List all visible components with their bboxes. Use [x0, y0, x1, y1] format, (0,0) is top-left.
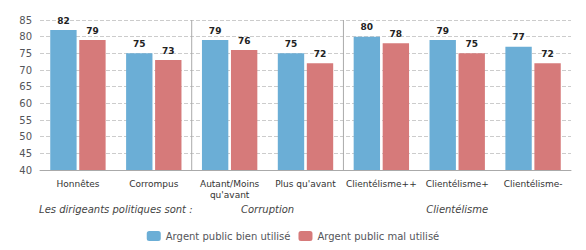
- svg-text:Plus qu'avant: Plus qu'avant: [275, 179, 336, 189]
- svg-text:73: 73: [162, 46, 175, 56]
- svg-text:80: 80: [361, 22, 374, 32]
- svg-text:75: 75: [285, 39, 298, 49]
- svg-text:60: 60: [19, 98, 32, 109]
- svg-text:50: 50: [19, 131, 32, 142]
- svg-text:65: 65: [19, 81, 32, 92]
- svg-text:Clientélisme++: Clientélisme++: [346, 179, 417, 189]
- svg-text:77: 77: [512, 32, 525, 42]
- svg-text:Argent public bien utilisé: Argent public bien utilisé: [166, 231, 291, 242]
- svg-text:Argent public mal utilisé: Argent public mal utilisé: [317, 231, 439, 242]
- svg-text:79: 79: [436, 26, 449, 36]
- svg-text:Clientélisme: Clientélisme: [426, 204, 488, 215]
- svg-text:72: 72: [541, 49, 554, 59]
- svg-text:45: 45: [19, 148, 32, 159]
- svg-text:qu'avant: qu'avant: [210, 190, 250, 200]
- svg-text:Corruption: Corruption: [241, 204, 294, 215]
- svg-text:75: 75: [133, 39, 146, 49]
- svg-text:72: 72: [314, 49, 327, 59]
- svg-text:78: 78: [390, 29, 403, 39]
- svg-text:Clientélisme-: Clientélisme-: [504, 179, 563, 189]
- svg-text:70: 70: [19, 65, 32, 76]
- svg-text:79: 79: [86, 26, 99, 36]
- svg-text:79: 79: [209, 26, 222, 36]
- svg-text:Corrompus: Corrompus: [129, 179, 179, 189]
- svg-text:Les dirigeants politiques sont: Les dirigeants politiques sont :: [39, 204, 193, 215]
- svg-text:40: 40: [19, 165, 32, 176]
- svg-text:76: 76: [238, 36, 251, 46]
- svg-text:Honnêtes: Honnêtes: [56, 179, 99, 189]
- svg-text:85: 85: [19, 15, 32, 26]
- svg-text:Clientélisme+: Clientélisme+: [426, 179, 489, 189]
- svg-text:75: 75: [465, 39, 478, 49]
- svg-text:80: 80: [19, 31, 32, 42]
- svg-text:55: 55: [19, 115, 32, 126]
- svg-text:Autant/Moins: Autant/Moins: [200, 179, 260, 189]
- svg-text:75: 75: [19, 48, 32, 59]
- svg-text:82: 82: [57, 16, 70, 26]
